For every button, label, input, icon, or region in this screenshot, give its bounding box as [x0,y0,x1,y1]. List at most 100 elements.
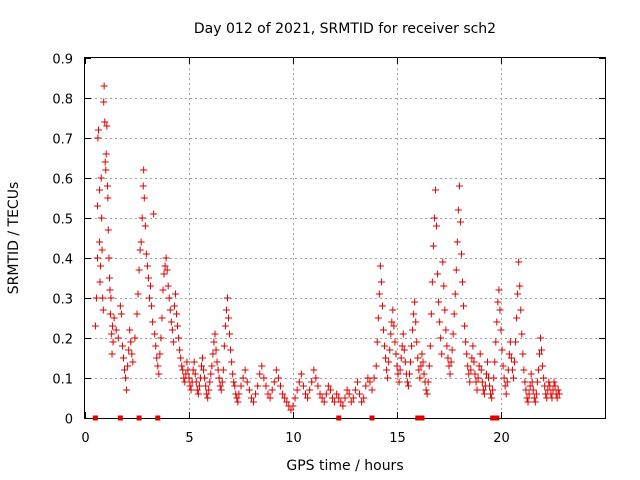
data-point [373,338,381,346]
y-tick-label: 0.2 [52,333,73,348]
data-point [217,386,225,394]
data-point [194,390,202,398]
data-point [98,214,106,222]
data-point [200,366,208,374]
data-point [456,218,464,226]
data-point [372,362,380,370]
data-points [91,82,563,414]
data-point [114,334,122,342]
data-point [264,390,272,398]
data-point [360,394,368,402]
data-point [329,394,337,402]
data-point [170,302,178,310]
data-point [467,366,475,374]
data-point [469,342,477,350]
data-point [117,310,125,318]
data-point [513,314,521,322]
zero-value-marker [336,415,342,421]
data-point [96,278,104,286]
data-point [205,386,213,394]
data-point [178,362,186,370]
data-point [223,294,231,302]
data-point [101,118,109,126]
x-tick-label: 0 [81,431,89,446]
data-point [454,206,462,214]
data-point [297,370,305,378]
data-point [409,326,417,334]
data-point [177,354,185,362]
data-point [483,358,491,366]
data-point [393,362,401,370]
data-point [519,350,527,358]
data-point [127,338,135,346]
data-point [492,338,500,346]
data-point [472,378,480,386]
data-point [447,358,455,366]
data-point [419,358,427,366]
data-point [152,342,160,350]
data-point [173,310,181,318]
data-point [192,378,200,386]
zero-value-marker [92,415,98,421]
data-point [455,182,463,190]
data-point [482,370,490,378]
data-point [295,378,303,386]
data-point [169,338,177,346]
data-point [154,362,162,370]
data-point [219,366,227,374]
data-point [218,378,226,386]
data-point [353,378,361,386]
data-point [530,394,538,402]
data-point [133,310,141,318]
data-point [108,322,116,330]
data-point [517,306,525,314]
data-point [461,322,469,330]
data-point [498,346,506,354]
data-point [94,134,102,142]
data-point [411,298,419,306]
data-point [107,294,115,302]
data-point [299,382,307,390]
data-point [412,318,420,326]
data-point [324,382,332,390]
data-point [446,370,454,378]
data-point [439,258,447,266]
data-point [304,394,312,402]
data-point [137,238,145,246]
data-point [140,166,148,174]
x-tick-label: 5 [185,431,193,446]
data-point [160,270,168,278]
data-point [474,374,482,382]
data-point [431,186,439,194]
data-point [503,378,511,386]
data-point [407,358,415,366]
data-point [422,386,430,394]
data-point [171,290,179,298]
data-point [145,294,153,302]
data-point [231,382,239,390]
data-point [106,310,114,318]
data-point [403,378,411,386]
data-point [448,346,456,354]
data-point [141,222,149,230]
data-point [279,390,287,398]
data-point [277,382,285,390]
data-point [410,310,418,318]
data-point [134,290,142,298]
data-point [374,314,382,322]
data-point [537,334,545,342]
data-point [487,390,495,398]
data-point [104,194,112,202]
data-point [147,282,155,290]
data-point [291,394,299,402]
data-point [193,386,201,394]
data-point [165,294,173,302]
data-point [102,166,110,174]
x-tick-label: 20 [493,431,510,446]
data-point [534,366,542,374]
data-point [208,362,216,370]
data-point [312,374,320,382]
data-point [333,390,341,398]
data-point [387,330,395,338]
data-point [164,282,172,290]
